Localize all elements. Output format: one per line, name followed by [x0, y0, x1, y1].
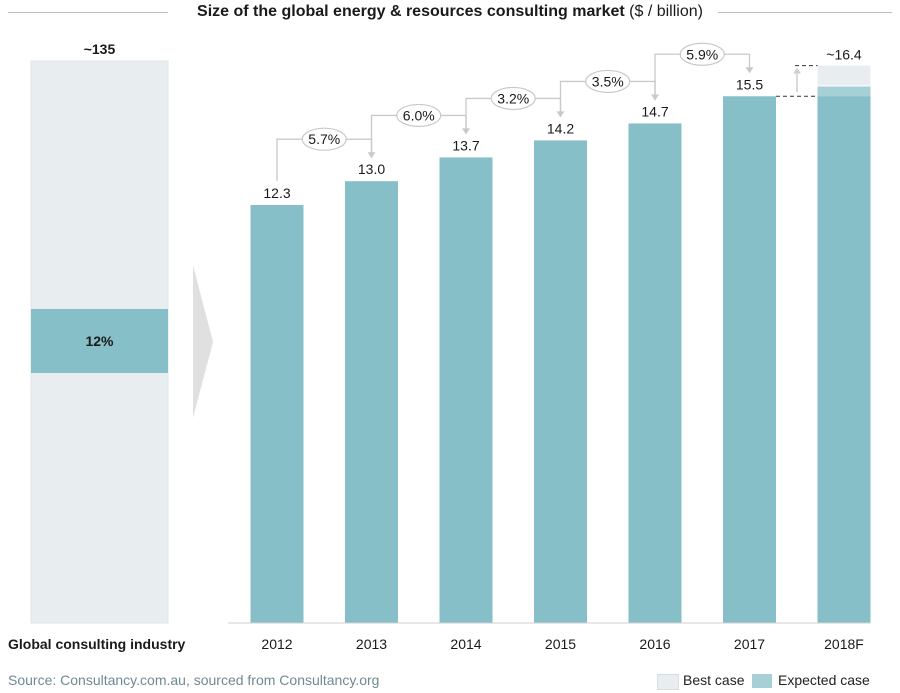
- growth-bubble-3: [585, 69, 631, 94]
- legend-label-best-case: Best case: [683, 672, 745, 688]
- growth-label-4: 5.9%: [686, 46, 718, 62]
- data-label-2014: 13.7: [452, 137, 479, 153]
- bar-2014: [439, 157, 493, 623]
- x-tick-2013: 2013: [356, 636, 387, 652]
- data-label-2016: 14.7: [641, 103, 668, 119]
- industry-share-label: 12%: [85, 333, 114, 349]
- legend-swatch-best-case: [657, 674, 679, 690]
- title-rule-right: [718, 12, 892, 13]
- industry-category-label: Global consulting industry: [8, 636, 186, 652]
- data-label-2013: 13.0: [358, 161, 385, 177]
- growth-bubble-0: [301, 127, 347, 151]
- bar-2013: [345, 181, 398, 624]
- industry-share-segment: [31, 309, 168, 373]
- bar-2017: [723, 96, 776, 624]
- growth-label-0: 5.7%: [308, 131, 340, 147]
- growth-label-2: 3.2%: [497, 90, 529, 106]
- data-label-2015: 14.2: [547, 120, 574, 136]
- bar-2018F: [817, 96, 871, 624]
- data-label-2017: 15.5: [736, 76, 763, 92]
- x-tick-2018F: 2018F: [824, 636, 864, 652]
- bar-2016: [628, 123, 682, 623]
- legend-swatch-expected-case: [752, 674, 772, 688]
- growth-label-1: 6.0%: [403, 107, 435, 123]
- growth-bubble-4: [679, 42, 725, 66]
- title-unit: ($ / billion): [629, 3, 703, 20]
- chart-title: Size of the global energy & resources co…: [0, 0, 900, 24]
- growth-arrowhead-4: [745, 67, 754, 74]
- chevron-arrow: [193, 265, 213, 418]
- industry-total-label: ~135: [84, 41, 116, 57]
- x-tick-2015: 2015: [545, 636, 576, 652]
- bar-2015: [534, 140, 587, 623]
- growth-bubble-2: [490, 86, 536, 111]
- title-main: Size of the global energy & resources co…: [197, 3, 625, 20]
- x-tick-2012: 2012: [261, 636, 292, 652]
- title-rule-left: [8, 12, 168, 13]
- legend-label-expected-case: Expected case: [778, 672, 870, 688]
- bar-2012: [250, 205, 304, 623]
- growth-label-3: 3.5%: [592, 73, 624, 89]
- source-note: Source: Consultancy.com.au, sourced from…: [8, 672, 380, 688]
- projection-arrowhead: [793, 67, 801, 74]
- x-tick-2014: 2014: [450, 636, 481, 652]
- x-tick-2017: 2017: [734, 636, 765, 652]
- data-label-2012: 12.3: [263, 185, 290, 201]
- x-tick-2016: 2016: [639, 636, 670, 652]
- data-label-2018F: ~16.4: [826, 47, 862, 63]
- bar-expected-band-2018F: [817, 86, 871, 97]
- growth-bubble-1: [396, 103, 442, 128]
